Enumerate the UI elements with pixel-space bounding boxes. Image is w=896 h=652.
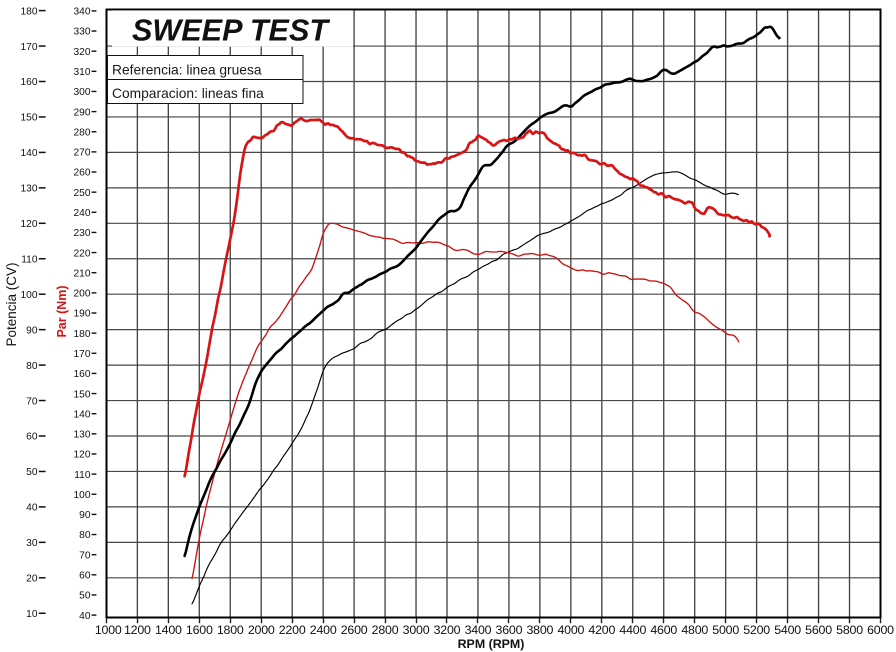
svg-text:110: 110	[74, 470, 91, 481]
svg-text:1200: 1200	[124, 623, 151, 637]
svg-text:130: 130	[21, 184, 38, 195]
svg-text:210: 210	[74, 268, 91, 279]
svg-text:50: 50	[79, 591, 91, 602]
svg-text:140: 140	[74, 409, 91, 420]
svg-text:1400: 1400	[155, 623, 182, 637]
svg-text:60: 60	[26, 432, 38, 443]
svg-text:320: 320	[74, 47, 91, 58]
svg-text:90: 90	[79, 510, 91, 521]
svg-text:40: 40	[79, 611, 91, 622]
svg-text:110: 110	[21, 254, 38, 265]
svg-text:SWEEP TEST: SWEEP TEST	[132, 14, 330, 48]
svg-text:290: 290	[74, 107, 91, 118]
svg-text:50: 50	[26, 467, 38, 478]
svg-text:140: 140	[21, 148, 38, 159]
svg-text:2000: 2000	[248, 623, 275, 637]
svg-text:2400: 2400	[310, 623, 337, 637]
svg-text:5200: 5200	[743, 623, 770, 637]
svg-text:260: 260	[74, 168, 91, 179]
svg-text:60: 60	[79, 571, 91, 582]
svg-text:1600: 1600	[186, 623, 213, 637]
svg-text:240: 240	[74, 208, 91, 219]
svg-text:230: 230	[74, 228, 91, 239]
svg-text:5600: 5600	[805, 623, 832, 637]
svg-text:5400: 5400	[774, 623, 801, 637]
svg-text:340: 340	[74, 7, 91, 18]
svg-text:3200: 3200	[434, 623, 461, 637]
svg-text:4800: 4800	[681, 623, 708, 637]
svg-text:70: 70	[26, 396, 38, 407]
svg-text:170: 170	[21, 42, 38, 53]
svg-text:160: 160	[74, 369, 91, 380]
svg-text:100: 100	[74, 490, 91, 501]
svg-text:90: 90	[26, 325, 38, 336]
svg-text:3600: 3600	[496, 623, 523, 637]
svg-text:310: 310	[74, 67, 91, 78]
svg-text:150: 150	[21, 113, 38, 124]
svg-text:120: 120	[21, 219, 38, 230]
svg-text:150: 150	[74, 389, 91, 400]
svg-text:2800: 2800	[372, 623, 399, 637]
svg-text:270: 270	[74, 148, 91, 159]
svg-text:20: 20	[26, 574, 38, 585]
svg-text:1800: 1800	[217, 623, 244, 637]
svg-text:70: 70	[79, 550, 91, 561]
svg-text:Par (Nm): Par (Nm)	[55, 285, 69, 337]
svg-text:2200: 2200	[279, 623, 306, 637]
svg-text:3400: 3400	[465, 623, 492, 637]
svg-text:10: 10	[26, 609, 38, 620]
svg-text:Potencia (CV): Potencia (CV)	[4, 262, 19, 346]
svg-text:280: 280	[74, 127, 91, 138]
svg-text:30: 30	[26, 538, 38, 549]
svg-text:100: 100	[21, 290, 38, 301]
svg-text:5000: 5000	[712, 623, 739, 637]
svg-text:130: 130	[74, 430, 91, 441]
svg-text:300: 300	[74, 87, 91, 98]
svg-text:4200: 4200	[588, 623, 615, 637]
svg-text:120: 120	[74, 450, 91, 461]
svg-text:4400: 4400	[619, 623, 646, 637]
svg-text:250: 250	[74, 188, 91, 199]
svg-text:80: 80	[79, 530, 91, 541]
svg-text:180: 180	[74, 329, 91, 340]
svg-text:3000: 3000	[403, 623, 430, 637]
svg-text:40: 40	[26, 503, 38, 514]
svg-text:6000: 6000	[867, 623, 894, 637]
svg-text:190: 190	[74, 309, 91, 320]
svg-text:4600: 4600	[650, 623, 677, 637]
svg-text:200: 200	[74, 289, 91, 300]
svg-text:330: 330	[74, 27, 91, 38]
svg-text:RPM (RPM): RPM (RPM)	[458, 637, 525, 651]
svg-text:2600: 2600	[341, 623, 368, 637]
svg-text:80: 80	[26, 361, 38, 372]
svg-text:3800: 3800	[526, 623, 553, 637]
svg-text:4000: 4000	[557, 623, 584, 637]
svg-text:160: 160	[21, 77, 38, 88]
svg-text:1000: 1000	[95, 623, 122, 637]
svg-text:Comparacion: lineas fina: Comparacion: lineas fina	[112, 86, 264, 101]
svg-text:180: 180	[21, 6, 38, 17]
svg-text:Referencia: linea gruesa: Referencia: linea gruesa	[112, 62, 262, 77]
svg-text:170: 170	[74, 349, 91, 360]
svg-text:220: 220	[74, 248, 91, 259]
svg-text:5800: 5800	[836, 623, 863, 637]
